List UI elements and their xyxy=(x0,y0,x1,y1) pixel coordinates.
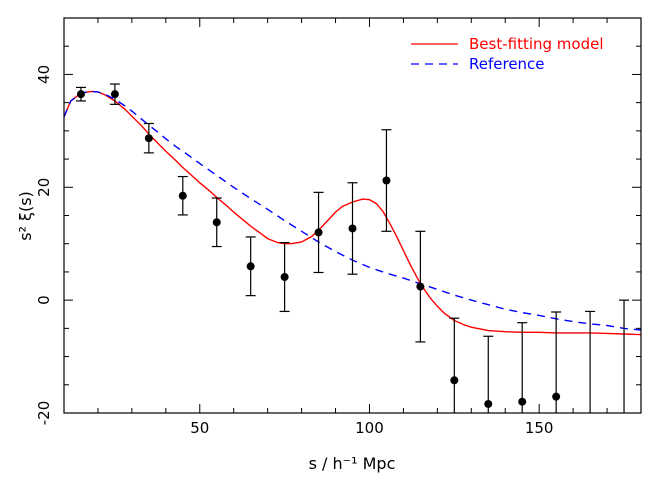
data-point xyxy=(314,228,323,237)
data-point xyxy=(212,218,221,227)
legend-label-model: Best-fitting model xyxy=(469,35,604,53)
data-point xyxy=(382,176,391,185)
axis-ticks: 50 100 150 -20 0 20 40 xyxy=(35,17,642,437)
y-tick-label: 40 xyxy=(35,65,53,84)
data-point xyxy=(178,191,187,200)
x-tick-label: 50 xyxy=(190,419,209,437)
data-point xyxy=(76,90,85,99)
x-tick-label: 150 xyxy=(525,419,554,437)
data-point xyxy=(484,399,493,408)
data-point xyxy=(246,262,255,271)
y-tick-label: 20 xyxy=(35,178,53,197)
data-point xyxy=(280,273,289,282)
data-point xyxy=(450,376,459,385)
reference-line xyxy=(64,90,641,331)
y-tick-label: 0 xyxy=(35,295,53,305)
legend: Best-fitting model Reference xyxy=(411,35,604,73)
data-point xyxy=(552,392,561,401)
legend-label-reference: Reference xyxy=(469,55,545,73)
x-tick-label: 100 xyxy=(355,419,384,437)
data-point xyxy=(348,224,357,233)
data-point xyxy=(144,134,153,143)
data-points-layer xyxy=(75,83,630,413)
data-point xyxy=(518,397,527,406)
y-axis-label: s² ξ(s) xyxy=(16,191,35,241)
y-tick-label: -20 xyxy=(35,401,53,426)
data-point xyxy=(416,282,425,291)
x-axis-label: s / h⁻¹ Mpc xyxy=(309,454,396,473)
data-point xyxy=(110,90,119,99)
